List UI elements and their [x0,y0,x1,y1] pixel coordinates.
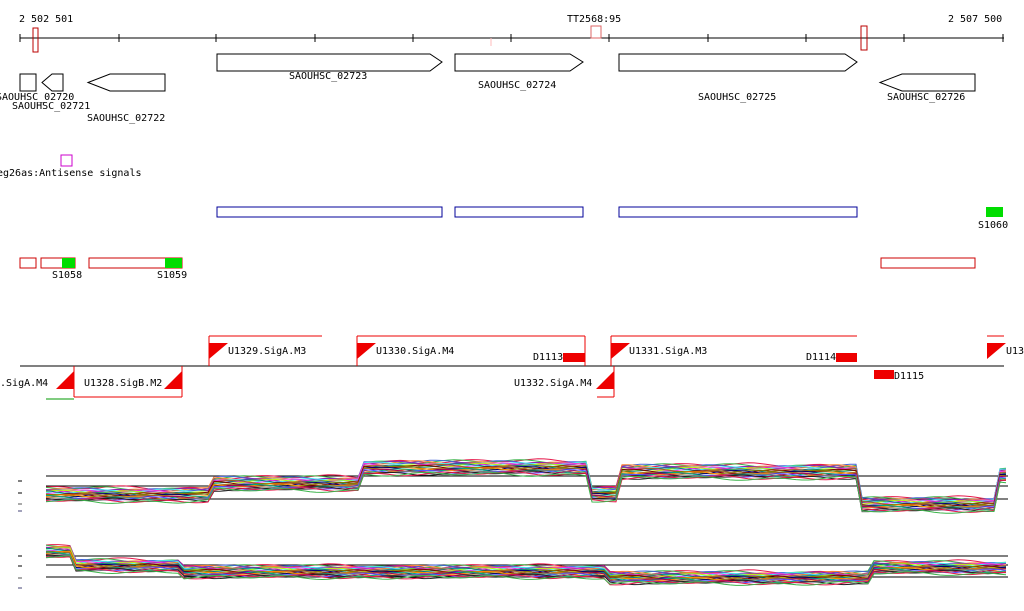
gene-arrow-02726[interactable] [878,73,976,92]
terminator-block[interactable] [836,353,857,362]
terminator-label: D1115 [894,371,924,382]
gene-label: SAOUHSC_02720 [0,92,74,103]
gene-label: SAOUHSC_02723 [289,71,367,82]
operon-box[interactable] [19,257,37,269]
promoter-flag[interactable] [987,343,1006,359]
cds-box[interactable] [216,206,443,218]
segment-label: S1060 [978,220,1008,231]
antisense-marker[interactable] [60,154,73,167]
promoter-label: U1328.SigB.M2 [84,378,162,389]
axis-marker-left[interactable] [32,27,39,53]
expression-trace [45,471,1007,514]
promoter-flag[interactable] [164,371,182,389]
segment-block[interactable] [165,258,182,268]
gene-arrow-02725[interactable] [618,53,858,72]
promoter-label: U1329.SigA.M3 [228,346,306,357]
expression-trace [45,555,1007,586]
terminator-label: D1114 [806,352,836,363]
expression-traces [45,458,1007,514]
expression-traces [45,544,1007,586]
axis-marker-center[interactable] [590,25,602,39]
axis-ticks [19,34,1004,42]
cds-box[interactable] [454,206,584,218]
terminator-label: D1113 [533,352,563,363]
promoter-label: U1332.SigA.M4 [514,378,592,389]
expression-panel-1 [18,458,1008,514]
promoter-flag[interactable] [596,371,614,389]
gene-label: SAOUHSC_02726 [887,92,965,103]
promoter-label: U13 [1006,346,1024,357]
terminator-block[interactable] [563,353,585,362]
gene-arrow-02724[interactable] [454,53,584,72]
terminator-block[interactable] [874,370,894,379]
gene-label: SAOUHSC_02721 [12,101,90,112]
promoter-flag[interactable] [357,343,376,359]
axis-marker-right[interactable] [860,25,868,51]
promoter-label: U1330.SigA.M4 [376,346,454,357]
segment-block[interactable] [62,258,75,268]
axis-end-label: 2 507 500 [948,14,1002,25]
expression-trace [45,464,1007,508]
segment-label: S1058 [52,270,82,281]
promoter-label: 7.SigA.M4 [0,378,48,389]
promoter-flag[interactable] [56,371,74,389]
gene-arrow-02723[interactable] [216,53,443,72]
axis-start-label: 2 502 501 [19,14,73,25]
gene-arrow-02720[interactable] [19,73,37,92]
expression-trace [45,556,1007,586]
promoter-label: U1331.SigA.M3 [629,346,707,357]
promoter-flag[interactable] [209,343,228,359]
segment-block[interactable] [986,207,1003,217]
gene-arrow-02721[interactable] [41,73,64,92]
expression-panel-2 [18,544,1008,589]
axis-center-label: TT2568:95 [567,14,621,25]
gene-label: SAOUHSC_02722 [87,113,165,124]
expression-trace [45,544,1007,576]
cds-box[interactable] [618,206,858,218]
expression-trace [45,471,1007,513]
antisense-label: eg26as:Antisense signals [0,168,142,179]
promoter-flag[interactable] [611,343,630,359]
operon-box[interactable] [880,257,976,269]
gene-label: SAOUHSC_02724 [478,80,556,91]
segment-label: S1059 [157,270,187,281]
gene-label: SAOUHSC_02725 [698,92,776,103]
gene-arrow-02722[interactable] [86,73,166,92]
